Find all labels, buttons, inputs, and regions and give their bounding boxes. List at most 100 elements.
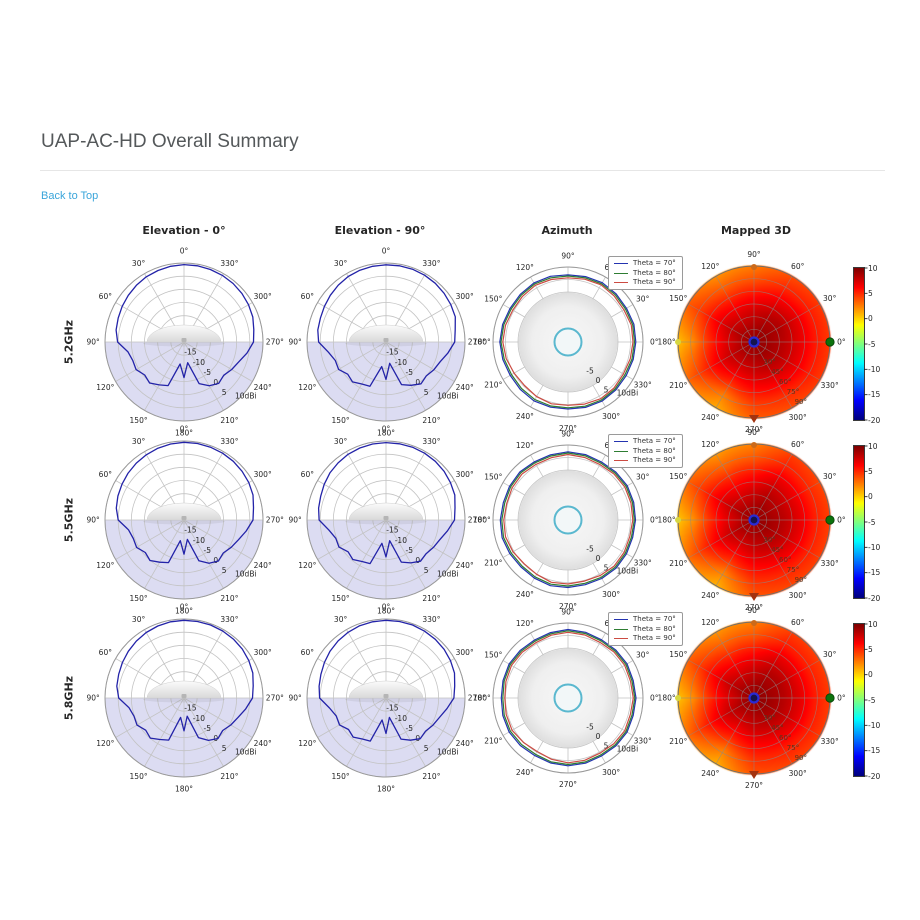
svg-text:240°: 240° [254,739,272,748]
svg-text:30°: 30° [132,259,146,268]
colorbar-tick-label: -15 [868,568,881,578]
svg-text:120°: 120° [516,619,534,628]
radiation-pattern-line [317,264,456,387]
mapped-3d-plot-5.2ghz-heatmap [676,264,832,420]
svg-text:210°: 210° [422,772,440,781]
svg-text:-15: -15 [386,704,398,713]
svg-text:300°: 300° [254,648,272,657]
legend-label: Theta = 80° [633,624,676,633]
svg-text:270°: 270° [468,516,486,525]
svg-text:180°: 180° [377,784,395,793]
svg-text:5: 5 [424,744,429,753]
legend-line-swatch [614,628,628,630]
svg-text:10dBi: 10dBi [235,392,257,401]
legend-line-swatch [614,638,628,639]
colorbar-tick-label: 5 [868,466,873,476]
svg-text:330°: 330° [422,259,440,268]
legend-label: Theta = 80° [633,268,676,277]
svg-text:240°: 240° [516,590,534,599]
svg-text:60°: 60° [301,470,315,479]
colorbar-tick-label: 5 [868,288,873,298]
svg-text:-10: -10 [395,536,407,545]
svg-text:180°: 180° [175,428,193,437]
elevation-0-plot-5.2ghz: 0° 30° 60° 90° 120° 150° 180° 210° 240° 270° 300° 3… [87,247,285,438]
colorbar-tick-label: 5 [868,644,873,654]
svg-text:90°: 90° [87,516,101,525]
svg-text:90°: 90° [747,606,761,615]
svg-text:0°: 0° [837,516,846,525]
legend-item: Theta = 70° [614,260,676,267]
svg-text:60°: 60° [301,292,315,301]
svg-text:300°: 300° [456,470,474,479]
svg-text:0°: 0° [650,694,659,703]
svg-text:180°: 180° [175,606,193,615]
svg-text:270°: 270° [468,694,486,703]
svg-text:30°: 30° [636,294,650,303]
azimuth-series-line [501,452,635,587]
colorbar-tick-label: -20 [868,771,881,781]
svg-text:150°: 150° [332,594,350,603]
svg-text:150°: 150° [484,294,502,303]
svg-text:180°: 180° [658,516,676,525]
svg-text:180°: 180° [473,516,491,525]
colorbar-tick-label: 10 [868,619,878,629]
legend-item: Theta = 80° [614,447,676,455]
svg-text:-10: -10 [395,714,407,723]
legend-line-swatch [614,282,628,283]
svg-text:330°: 330° [422,615,440,624]
legend-item: Theta = 90° [614,279,676,286]
svg-text:150°: 150° [332,772,350,781]
radiation-pattern-line [317,441,456,565]
svg-text:90°: 90° [289,694,303,703]
svg-text:10dBi: 10dBi [437,392,459,401]
column-header-mapped-3d: Mapped 3D [720,224,792,237]
svg-text:-5: -5 [406,368,414,377]
svg-text:10dBi: 10dBi [235,748,257,757]
radiation-pattern-line [116,619,254,742]
svg-text:270°: 270° [559,602,577,611]
svg-text:-5: -5 [204,546,212,555]
svg-text:-5: -5 [204,724,212,733]
legend-item: Theta = 90° [614,457,676,464]
svg-text:330°: 330° [422,437,440,446]
svg-text:0: 0 [213,734,218,743]
svg-text:120°: 120° [96,383,114,392]
svg-text:30°: 30° [334,615,348,624]
svg-text:330°: 330° [220,259,238,268]
mapped-3d-5.5ghz-colorbar [853,445,865,599]
svg-text:90°: 90° [747,428,761,437]
colorbar-tick-label: -10 [868,720,881,730]
legend-line-swatch [614,441,628,442]
svg-text:10dBi: 10dBi [617,745,639,754]
svg-text:-15: -15 [184,704,196,713]
radiation-pattern-line [318,619,456,742]
legend-label: Theta = 70° [633,615,676,623]
svg-text:120°: 120° [516,263,534,272]
svg-text:180°: 180° [658,694,676,703]
svg-text:120°: 120° [298,739,316,748]
svg-text:-15: -15 [184,348,196,357]
svg-text:300°: 300° [254,470,272,479]
legend-label: Theta = 70° [633,259,676,267]
svg-text:-5: -5 [586,366,594,375]
legend-line-swatch [614,619,628,620]
svg-text:10dBi: 10dBi [437,570,459,579]
svg-text:270°: 270° [559,424,577,433]
svg-text:300°: 300° [602,412,620,421]
svg-text:270°: 270° [745,603,763,612]
colorbar-tick-label: -15 [868,746,881,756]
svg-text:0°: 0° [650,338,659,347]
legend-label: Theta = 90° [633,634,676,642]
svg-text:0°: 0° [837,694,846,703]
svg-text:30°: 30° [636,650,650,659]
svg-text:210°: 210° [422,594,440,603]
azimuth-series-line [504,631,634,764]
back-to-top-link[interactable]: Back to Top [41,190,99,202]
svg-text:0: 0 [415,734,420,743]
colorbar-tick-label: -10 [868,542,881,552]
svg-text:300°: 300° [602,590,620,599]
svg-text:5: 5 [604,564,609,573]
legend-item: Theta = 90° [614,635,676,642]
svg-text:-5: -5 [586,722,594,731]
